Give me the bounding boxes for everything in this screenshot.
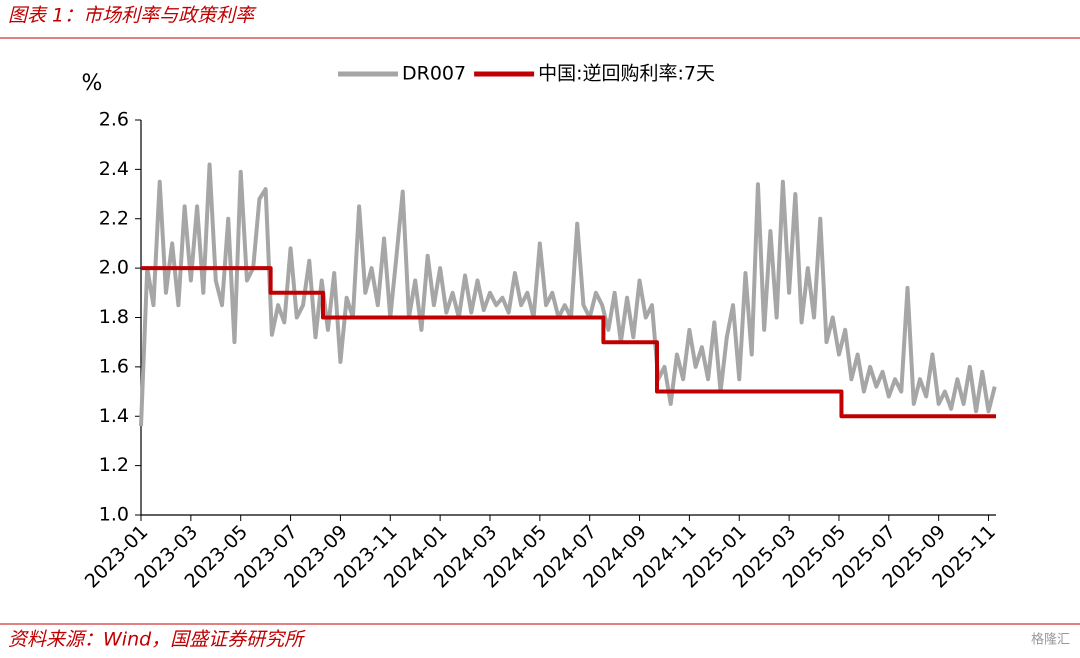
y-tick-label: 1.4 <box>99 405 129 427</box>
y-tick-label: 2.2 <box>99 207 129 229</box>
legend-label: 中国:逆回购利率:7天 <box>538 63 715 85</box>
y-tick-label: 2.6 <box>99 109 129 131</box>
series-line <box>139 162 997 427</box>
y-axis-label: % <box>82 71 103 96</box>
y-tick-label: 1.8 <box>99 306 129 328</box>
y-tick-label: 1.0 <box>99 504 129 526</box>
legend-label: DR007 <box>402 63 466 85</box>
watermark: 格隆汇 <box>1031 632 1070 648</box>
y-tick-label: 2.0 <box>99 257 129 279</box>
source: 资料来源：Wind，国盛证券研究所 <box>8 629 306 651</box>
y-tick-label: 1.6 <box>99 355 129 377</box>
chart-title: 图表 1：市场利率与政策利率 <box>8 5 257 27</box>
series-line <box>141 266 996 419</box>
y-tick-label: 1.2 <box>99 454 129 476</box>
y-tick-label: 2.4 <box>99 158 129 180</box>
